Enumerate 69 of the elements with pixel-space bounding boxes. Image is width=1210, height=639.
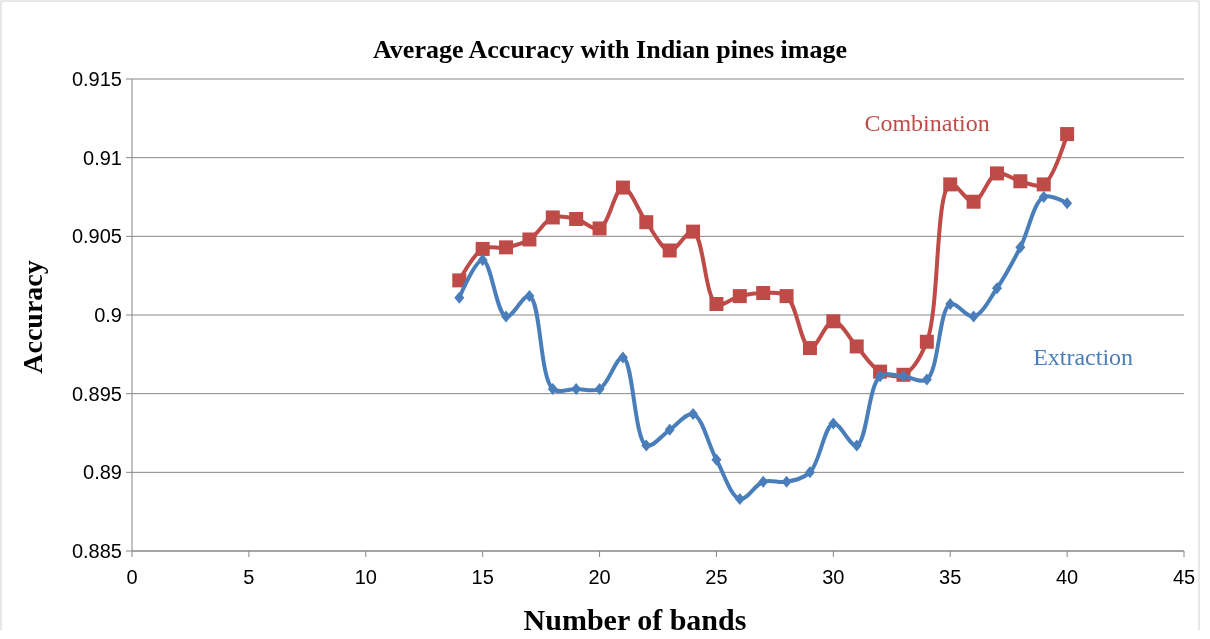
point xyxy=(1060,127,1075,142)
x-tick-label: 20 xyxy=(588,566,611,588)
y-tick-label: 0.885 xyxy=(71,540,122,562)
point xyxy=(1013,174,1028,189)
x-tick-label: 5 xyxy=(243,566,255,588)
x-tick-label: 0 xyxy=(126,566,138,588)
point xyxy=(875,370,886,383)
point xyxy=(1015,241,1026,254)
point xyxy=(522,232,537,247)
point xyxy=(615,180,630,195)
point xyxy=(826,314,841,329)
point xyxy=(547,382,558,395)
point xyxy=(711,453,722,466)
y-tick-label: 0.91 xyxy=(83,146,122,169)
y-tick-label: 0.9 xyxy=(94,304,122,326)
x-tick-label: 40 xyxy=(1055,566,1079,588)
x-tick-label: 10 xyxy=(354,566,377,588)
x-tick-label: 25 xyxy=(705,566,728,588)
point xyxy=(499,240,514,255)
y-axis-title: Accuracy xyxy=(17,260,48,374)
point xyxy=(943,177,958,192)
point xyxy=(779,289,794,304)
y-tick-label: 0.895 xyxy=(71,382,122,405)
point xyxy=(851,439,862,452)
point xyxy=(756,285,771,300)
point xyxy=(594,382,605,395)
point xyxy=(966,194,981,209)
point xyxy=(968,310,979,323)
x-tick-label: 45 xyxy=(1172,566,1196,588)
y-tick-label: 0.915 xyxy=(71,68,122,90)
point xyxy=(664,423,675,436)
point xyxy=(1038,191,1049,203)
point xyxy=(734,493,745,506)
point xyxy=(639,215,654,230)
point xyxy=(1036,177,1051,192)
chart-title: Average Accuracy with Indian pines image xyxy=(373,35,847,64)
point xyxy=(802,341,817,356)
y-tick-label: 0.89 xyxy=(83,461,122,484)
point xyxy=(921,373,932,386)
x-tick-label: 15 xyxy=(471,566,494,588)
point xyxy=(452,273,467,288)
point xyxy=(919,334,934,349)
y-tick-label: 0.905 xyxy=(71,225,122,248)
point xyxy=(804,466,815,479)
point xyxy=(732,289,747,304)
point xyxy=(569,212,584,227)
point xyxy=(545,210,560,225)
point xyxy=(828,417,839,430)
text: Extraction xyxy=(1033,344,1134,371)
point xyxy=(617,351,628,364)
point xyxy=(454,291,465,304)
x-tick-label: 30 xyxy=(822,566,845,588)
point xyxy=(477,253,488,266)
point xyxy=(686,224,701,239)
point xyxy=(592,221,607,236)
point xyxy=(524,290,535,303)
point xyxy=(849,339,864,354)
point xyxy=(945,297,956,310)
point xyxy=(501,310,512,323)
point xyxy=(991,282,1002,295)
point xyxy=(475,241,490,256)
point xyxy=(989,166,1004,181)
point xyxy=(688,408,699,421)
series-label: Combination xyxy=(864,110,990,137)
x-axis-title: Number of bands xyxy=(523,603,747,636)
x-tick-label: 35 xyxy=(939,566,962,588)
point xyxy=(662,243,677,258)
point xyxy=(1062,197,1073,210)
point xyxy=(709,296,724,311)
